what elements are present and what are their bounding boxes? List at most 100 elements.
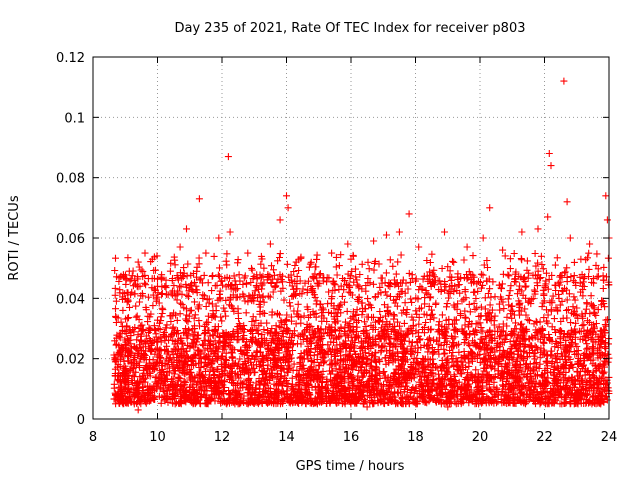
data-point: [253, 347, 261, 355]
data-point: [386, 283, 394, 291]
data-point: [158, 290, 166, 297]
chart-title: Day 235 of 2021, Rate Of TEC Index for r…: [175, 21, 526, 36]
data-point: [293, 272, 301, 280]
data-point: [222, 296, 230, 304]
data-point: [216, 290, 223, 298]
data-point: [162, 276, 170, 284]
data-point: [537, 252, 545, 260]
data-point: [251, 287, 259, 295]
data-point: [111, 284, 119, 292]
data-point: [333, 271, 341, 279]
data-point: [512, 319, 519, 327]
data-point: [486, 285, 494, 293]
data-point: [310, 330, 318, 338]
data-point: [209, 272, 217, 280]
data-point: [157, 313, 165, 321]
data-point: [199, 342, 207, 350]
data-point: [443, 303, 450, 311]
data-point: [244, 298, 252, 306]
data-point: [600, 263, 608, 271]
data-point: [450, 258, 458, 266]
data-point: [217, 313, 225, 321]
data-point: [487, 387, 495, 395]
data-point: [144, 318, 152, 326]
data-point: [442, 371, 450, 379]
data-point: [477, 270, 485, 278]
data-point: [544, 352, 552, 360]
data-point: [368, 313, 376, 321]
data-point: [593, 273, 601, 281]
data-point: [464, 369, 471, 377]
data-point: [452, 326, 460, 334]
data-point: [217, 277, 225, 285]
data-point: [530, 350, 538, 358]
data-point: [472, 295, 480, 302]
data-point: [283, 260, 291, 268]
data-point: [197, 364, 205, 371]
data-point: [353, 306, 361, 314]
data-point: [412, 275, 420, 283]
data-point: [299, 285, 307, 293]
data-point: [580, 283, 588, 290]
data-point: [195, 317, 203, 325]
data-point: [449, 257, 456, 265]
data-point: [138, 321, 146, 329]
data-point: [310, 275, 318, 283]
data-point: [438, 265, 446, 272]
data-point: [377, 348, 385, 356]
data-point: [390, 312, 398, 320]
data-point: [344, 270, 352, 278]
data-point: [154, 289, 162, 297]
data-point: [167, 318, 175, 325]
data-point: [551, 261, 559, 269]
data-point: [521, 283, 529, 291]
data-point: [152, 266, 159, 274]
data-point: [422, 319, 430, 326]
data-point: [370, 280, 377, 288]
data-point: [436, 277, 444, 285]
data-point: [549, 292, 557, 300]
data-point: [567, 326, 575, 334]
data-point: [169, 323, 177, 331]
data-point: [604, 254, 612, 262]
data-point: [218, 317, 226, 325]
data-point: [426, 294, 434, 302]
data-point: [249, 313, 257, 321]
data-point: [248, 266, 256, 274]
data-point: [332, 263, 340, 271]
data-point: [257, 260, 265, 268]
data-point: [460, 256, 468, 264]
data-point: [159, 306, 167, 314]
data-point: [531, 250, 539, 257]
data-point: [365, 265, 373, 273]
data-point: [280, 296, 288, 304]
data-point: [177, 282, 185, 290]
data-point: [429, 350, 437, 358]
data-point: [450, 371, 458, 379]
data-points: [110, 77, 613, 414]
data-point: [142, 306, 150, 314]
data-point: [157, 399, 165, 407]
data-point: [477, 327, 485, 335]
data-point: [510, 250, 518, 257]
data-point: [571, 296, 579, 304]
data-point: [584, 344, 592, 352]
data-point: [522, 282, 530, 290]
data-point: [375, 260, 383, 268]
data-point: [461, 336, 469, 343]
data-point: [376, 283, 384, 291]
data-point: [142, 281, 150, 289]
data-point: [295, 267, 303, 274]
data-point: [177, 299, 184, 307]
data-point: [451, 303, 459, 311]
data-point: [220, 304, 228, 312]
data-point: [553, 254, 561, 262]
data-point: [375, 317, 383, 325]
data-point: [538, 303, 546, 311]
data-point: [455, 340, 463, 348]
data-point: [191, 311, 199, 319]
data-point: [408, 298, 416, 306]
data-point: [132, 302, 140, 310]
data-point: [129, 267, 137, 275]
data-point: [406, 278, 414, 286]
